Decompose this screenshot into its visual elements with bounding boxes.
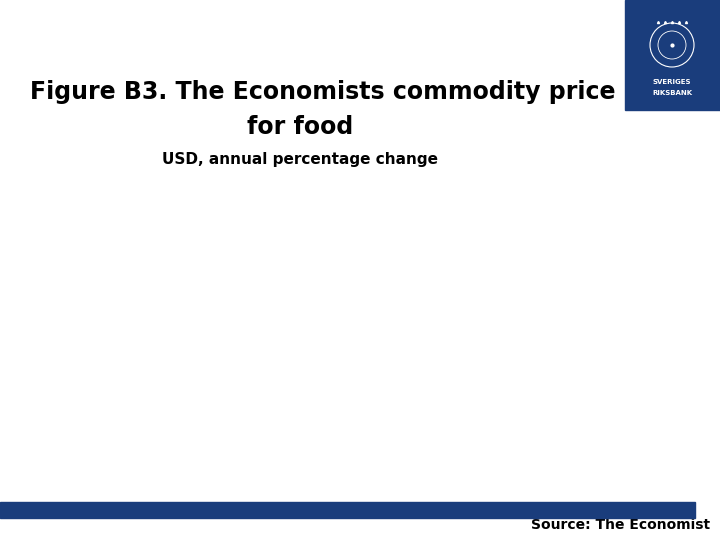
Text: Source: The Economist: Source: The Economist	[531, 518, 710, 532]
Text: SVERIGES: SVERIGES	[653, 79, 691, 85]
Text: for food: for food	[247, 115, 353, 139]
Bar	[0, 502, 695, 518]
Text: USD, annual percentage change: USD, annual percentage change	[162, 152, 438, 167]
Text: RIKSBANK: RIKSBANK	[652, 90, 692, 96]
Bar	[625, 0, 720, 110]
Text: Figure B3. The Economists commodity price index: Figure B3. The Economists commodity pric…	[30, 80, 697, 104]
